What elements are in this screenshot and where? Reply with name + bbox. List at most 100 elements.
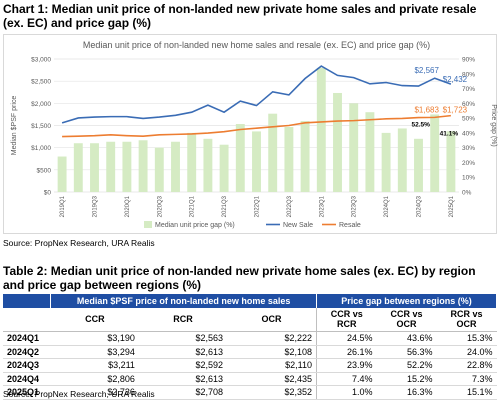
chart-heading: Chart 1: Median unit price of non-landed…: [3, 2, 477, 30]
data-label-new-sale: $2,567: [414, 66, 439, 75]
cell-ccr-vs-ocr: 43.6%: [376, 331, 437, 346]
gap-bar: [122, 141, 132, 192]
y2-tick-label: 50%: [462, 116, 475, 123]
cell-rcr-vs-ocr: 7.3%: [436, 372, 497, 386]
x-tick-label: 2025Q1: [449, 195, 455, 217]
y2-tick-label: 60%: [462, 101, 475, 108]
col-header-ocr: OCR: [227, 307, 317, 332]
col-header-ccr: CCR: [50, 307, 139, 332]
legend-label-new-sale: New Sale: [283, 222, 313, 229]
new-sale-line: [61, 65, 452, 124]
gap-bar: [57, 156, 67, 192]
chart-frame: Median unit price of non-landed new home…: [3, 34, 497, 234]
group-header-median: Median $PSF price of non-landed new home…: [50, 294, 317, 308]
gap-bar: [252, 131, 261, 192]
col-header-ccr-vs-rcr: CCR vs RCR: [316, 307, 377, 332]
x-tick-label: 2019Q3: [93, 195, 99, 217]
x-tick-label: 2020Q1: [125, 195, 131, 217]
y2-tick-label: 90%: [462, 57, 475, 64]
cell-rcr: $2,613: [138, 345, 228, 359]
cell-ccr: $2,806: [50, 372, 139, 386]
cell-ccr-vs-ocr: 56.3%: [376, 345, 437, 359]
cell-rcr-vs-ocr: 15.1%: [436, 385, 497, 400]
y2-tick-label: 20%: [462, 160, 475, 167]
cell-ccr: $3,211: [50, 358, 139, 373]
y2-axis-label: Price gap (%): [490, 104, 497, 146]
legend-label-resale: Resale: [339, 222, 361, 229]
cell-ccr-vs-ocr: 15.2%: [376, 372, 437, 386]
row-quarter: 2024Q4: [3, 372, 51, 386]
y-tick-label: $1,000: [31, 145, 51, 152]
cell-ocr: $2,352: [227, 385, 317, 400]
gap-bar: [219, 144, 229, 192]
gap-bar: [381, 132, 391, 192]
gap-bar: [203, 138, 213, 192]
y2-tick-label: 30%: [462, 145, 475, 152]
cell-ocr: $2,435: [227, 372, 317, 386]
x-tick-label: 2023Q1: [319, 195, 325, 217]
data-label-new-sale: $2,432: [443, 75, 468, 84]
x-tick-label: 2023Q3: [352, 195, 358, 217]
cell-ocr: $2,108: [227, 345, 317, 359]
cell-rcr-vs-ocr: 24.0%: [436, 345, 497, 359]
col-header-rcr-vs-ocr: RCR vs OCR: [436, 307, 497, 332]
gap-bar: [235, 124, 245, 192]
y2-tick-label: 80%: [462, 71, 475, 78]
chart-title: Median unit price of non-landed new home…: [83, 40, 430, 50]
table-row: 2024Q4 $2,806 $2,613 $2,435 7.4% 15.2% 7…: [3, 372, 497, 386]
cell-rcr: $2,613: [138, 372, 228, 386]
y-tick-label: $2,000: [31, 101, 51, 108]
y-tick-label: $1,500: [31, 123, 51, 130]
y-tick-label: $3,000: [31, 57, 51, 64]
cell-ccr-vs-rcr: 26.1%: [316, 345, 377, 359]
y-tick-label: $500: [37, 167, 52, 174]
cell-ccr-vs-rcr: 1.0%: [316, 385, 377, 400]
sub-header-blank: [3, 307, 51, 332]
cell-rcr: $2,708: [138, 385, 228, 400]
gap-bar: [268, 113, 278, 192]
gap-bar: [138, 140, 148, 192]
x-tick-label: 2019Q1: [60, 195, 66, 217]
y2-tick-label: 0%: [462, 190, 472, 197]
gap-bar: [316, 67, 326, 192]
y2-tick-label: 40%: [462, 130, 475, 137]
col-header-ccr-vs-ocr: CCR vs OCR: [376, 307, 437, 332]
x-tick-label: 2021Q3: [222, 195, 228, 217]
row-quarter: 2024Q1: [3, 331, 51, 346]
cell-ccr-vs-ocr: 52.2%: [376, 358, 437, 373]
cell-rcr: $2,563: [138, 331, 228, 346]
cell-rcr-vs-ocr: 22.8%: [436, 358, 497, 373]
table-heading: Table 2: Median unit price of non-landed…: [3, 264, 476, 292]
chart-svg: Median unit price of non-landed new home…: [11, 40, 497, 229]
x-tick-label: 2020Q3: [157, 195, 163, 217]
table-row: 2024Q3 $3,211 $2,592 $2,110 23.9% 52.2% …: [3, 358, 497, 373]
cell-rcr-vs-ocr: 15.3%: [436, 331, 497, 346]
cell-ccr-vs-rcr: 23.9%: [316, 358, 377, 373]
cell-ccr-vs-ocr: 16.3%: [376, 385, 437, 400]
y-tick-label: $0: [44, 190, 52, 197]
y-tick-label: $2,500: [31, 79, 51, 86]
price-table: Median $PSF price of non-landed new home…: [3, 294, 497, 400]
gap-bar: [446, 131, 456, 192]
chart-source: Source: PropNex Research, URA Realis: [3, 238, 155, 248]
data-label-resale: $1,723: [443, 106, 468, 115]
x-tick-label: 2024Q1: [384, 195, 390, 217]
gap-bar: [333, 92, 342, 192]
table-row: 2024Q1 $3,190 $2,563 $2,222 24.5% 43.6% …: [3, 331, 497, 346]
gap-bar: [106, 141, 116, 192]
cell-ocr: $2,222: [227, 331, 317, 346]
table-row: 2025Q1 $2,736 $2,708 $2,352 1.0% 16.3% 1…: [3, 385, 497, 400]
gap-bar: [90, 143, 99, 192]
data-label-resale: $1,683: [414, 105, 439, 114]
gap-bar: [397, 128, 407, 192]
gap-bar: [154, 147, 164, 192]
gap-bar: [349, 103, 359, 192]
x-tick-label: 2021Q1: [190, 195, 196, 217]
y2-tick-label: 70%: [462, 86, 475, 93]
gap-bar: [430, 114, 440, 192]
data-label-gap: 41.1%: [440, 130, 459, 137]
gap-bar: [284, 126, 294, 192]
cell-ccr-vs-rcr: 7.4%: [316, 372, 377, 386]
gap-bar: [300, 121, 310, 192]
data-label-gap: 52.5%: [411, 121, 430, 128]
